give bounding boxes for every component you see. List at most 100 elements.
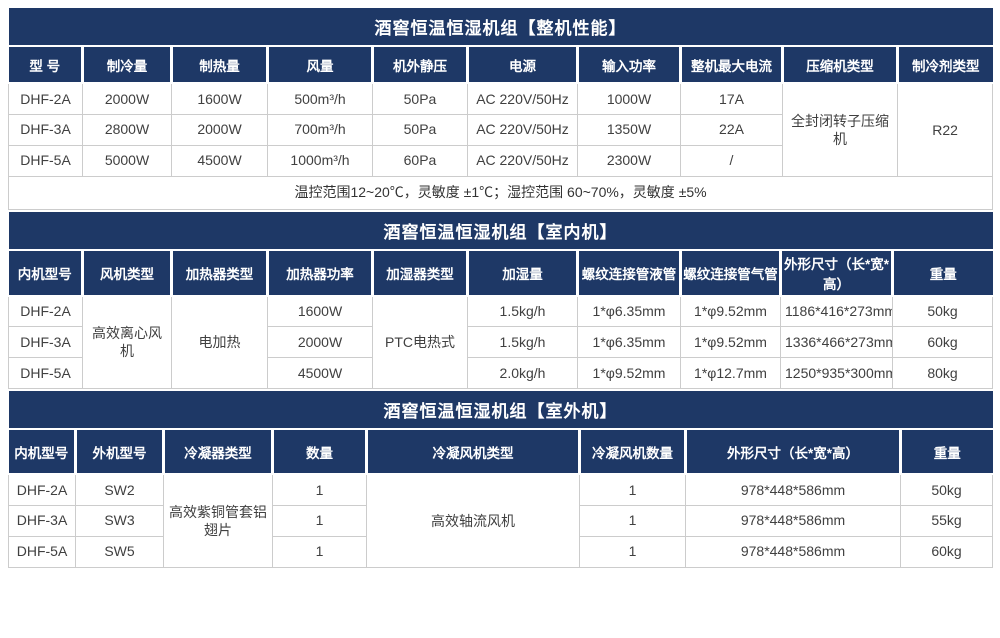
col-input-power: 输入功率 [576, 45, 682, 84]
cell-condenser-fan-type: 高效轴流风机 [366, 473, 580, 568]
table-cell: 1*φ6.35mm [577, 295, 681, 327]
table-cell: 5000W [82, 144, 172, 177]
table-cell: 1 [579, 535, 686, 568]
table-cell: 2000W [267, 326, 373, 358]
table-cell: 1 [579, 473, 686, 506]
table-cell: 1*φ9.52mm [577, 357, 681, 389]
col-weight: 重量 [899, 428, 993, 475]
table-cell: DHF-5A [8, 357, 83, 389]
table-cell: 978*448*586mm [685, 535, 901, 568]
table-cell: SW5 [75, 535, 164, 568]
table-cell: 2000W [171, 113, 268, 146]
table-cell: 700m³/h [267, 113, 373, 146]
table-cell: 1600W [267, 295, 373, 327]
col-heater-power: 加热器功率 [266, 248, 374, 297]
table-outdoor-unit: 酒窖恒温恒湿机组【室外机】 内机型号 外机型号 冷凝器类型 数量 冷凝风机类型 … [8, 391, 993, 568]
section-title-row: 酒窖恒温恒湿机组【室内机】 [8, 211, 993, 250]
table-cell: 1186*416*273mm [780, 295, 893, 327]
column-header-row: 型 号 制冷量 制热量 风量 机外静压 电源 输入功率 整机最大电流 压缩机类型… [8, 45, 993, 84]
table-row: DHF-3A 2800W 2000W 700m³/h 50Pa AC 220V/… [8, 113, 993, 146]
table-cell: 1250*935*300mm [780, 357, 893, 389]
cell-compressor-type: 全封闭转子压缩机 [782, 82, 898, 177]
table-cell: 1350W [577, 113, 681, 146]
table-cell: 1 [272, 504, 367, 537]
table-cell: AC 220V/50Hz [467, 82, 578, 115]
table-cell: 17A [680, 82, 783, 115]
table-cell: 1336*466*273mm [780, 326, 893, 358]
table-indoor-unit: 酒窖恒温恒湿机组【室内机】 内机型号 风机类型 加热器类型 加热器功率 加湿器类… [8, 211, 994, 389]
table-cell: 978*448*586mm [685, 473, 901, 506]
table-row: DHF-3A 2000W 1.5kg/h 1*φ6.35mm 1*φ9.52mm… [8, 326, 994, 358]
col-model: 型 号 [8, 45, 84, 84]
table-cell: 500m³/h [267, 82, 373, 115]
table-row: DHF-5A 4500W 2.0kg/h 1*φ9.52mm 1*φ12.7mm… [8, 357, 994, 389]
col-dimensions: 外形尺寸（长*宽*高） [684, 428, 902, 475]
col-condenser-fan-type: 冷凝风机类型 [365, 428, 581, 475]
col-heating-capacity: 制热量 [170, 45, 269, 84]
table-row: DHF-5A 5000W 4500W 1000m³/h 60Pa AC 220V… [8, 144, 993, 177]
table-cell: DHF-2A [8, 295, 83, 327]
table-cell: 1000m³/h [267, 144, 373, 177]
table-cell: 50kg [900, 473, 993, 506]
table-cell: 1 [579, 504, 686, 537]
table-cell: AC 220V/50Hz [467, 144, 578, 177]
column-header-row: 内机型号 外机型号 冷凝器类型 数量 冷凝风机类型 冷凝风机数量 外形尺寸（长*… [8, 428, 993, 475]
table-cell: 55kg [900, 504, 993, 537]
table-cell: 1000W [577, 82, 681, 115]
section-title-row: 酒窖恒温恒湿机组【室外机】 [8, 391, 993, 429]
col-liquid-pipe: 螺纹连接管液管 [576, 248, 682, 297]
col-fan-type: 风机类型 [81, 248, 173, 297]
col-air-volume: 风量 [266, 45, 374, 84]
table-cell: 2000W [82, 82, 172, 115]
table-cell: 60kg [891, 326, 994, 358]
col-refrigerant-type: 制冷剂类型 [895, 45, 993, 84]
table-cell: DHF-5A [8, 535, 76, 568]
col-indoor-model: 内机型号 [8, 248, 84, 297]
col-indoor-model: 内机型号 [8, 428, 77, 475]
section-title: 酒窖恒温恒湿机组【室外机】 [8, 391, 993, 429]
col-external-static-pressure: 机外静压 [371, 45, 469, 84]
table-cell: SW2 [75, 473, 164, 506]
table-cell: 2800W [82, 113, 172, 146]
cell-humidifier-type: PTC电热式 [372, 295, 468, 389]
table-cell: AC 220V/50Hz [467, 113, 578, 146]
table-cell: 22A [680, 113, 783, 146]
col-condenser-type: 冷凝器类型 [162, 428, 274, 475]
table-cell: SW3 [75, 504, 164, 537]
table-cell: 1600W [171, 82, 268, 115]
section-title: 酒窖恒温恒湿机组【室内机】 [8, 211, 993, 250]
table-cell: 80kg [891, 357, 994, 389]
table-cell: 1.5kg/h [467, 295, 578, 327]
cell-fan-type: 高效离心风机 [82, 295, 172, 389]
table-cell: 60kg [900, 535, 993, 568]
table-cell: 50Pa [372, 113, 468, 146]
col-cooling-capacity: 制冷量 [81, 45, 173, 84]
table-cell: 978*448*586mm [685, 504, 901, 537]
table-cell: 1.5kg/h [467, 326, 578, 358]
table-cell: DHF-3A [8, 326, 83, 358]
cell-heater-type: 电加热 [171, 295, 268, 389]
col-compressor-type: 压缩机类型 [781, 45, 899, 84]
table-cell: 1 [272, 473, 367, 506]
table-cell: DHF-5A [8, 144, 83, 177]
table-cell: / [680, 144, 783, 177]
table-cell: 4500W [267, 357, 373, 389]
table-cell: 50Pa [372, 82, 468, 115]
col-outdoor-model: 外机型号 [74, 428, 165, 475]
table-cell: DHF-3A [8, 504, 76, 537]
col-humidifying-capacity: 加湿量 [466, 248, 579, 297]
col-power-supply: 电源 [466, 45, 579, 84]
table-cell: 1*φ9.52mm [680, 295, 781, 327]
col-weight: 重量 [890, 248, 993, 297]
table-cell: DHF-2A [8, 82, 83, 115]
table-row: DHF-2A 2000W 1600W 500m³/h 50Pa AC 220V/… [8, 82, 994, 177]
table-cell: DHF-2A [8, 473, 76, 506]
table-row: DHF-3A SW3 1 1 978*448*586mm 55kg [8, 504, 993, 537]
section-title: 酒窖恒温恒湿机组【整机性能】 [8, 8, 993, 46]
cell-refrigerant-type: R22 [896, 82, 994, 177]
col-quantity: 数量 [271, 428, 368, 475]
table-cell: 4500W [171, 144, 268, 177]
table-cell: 1 [272, 535, 367, 568]
table-cell: 50kg [891, 295, 994, 327]
